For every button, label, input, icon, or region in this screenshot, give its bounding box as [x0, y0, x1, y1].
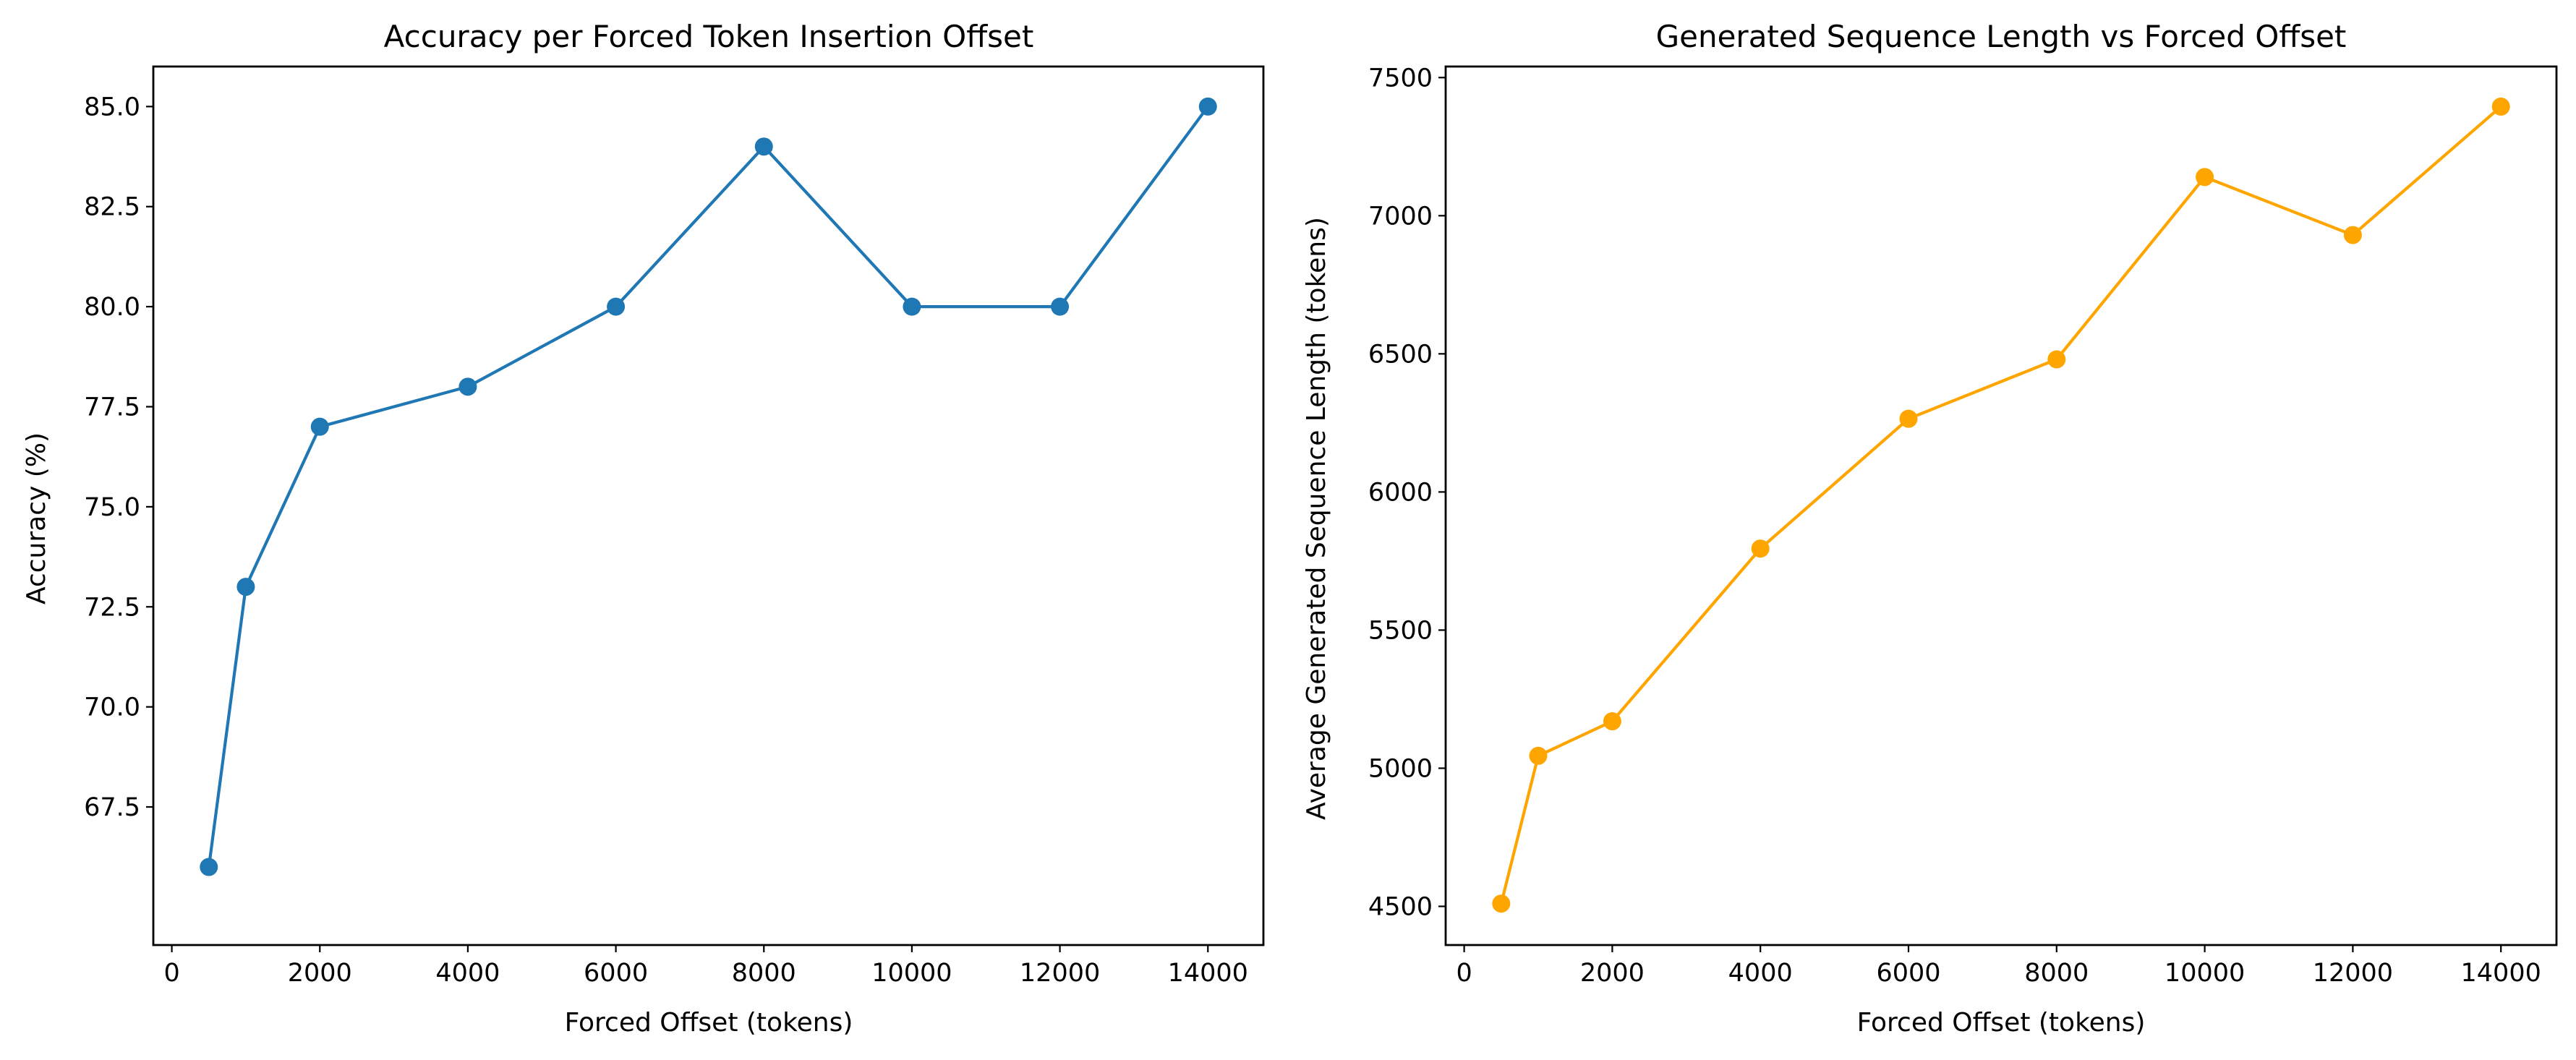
data-point: [2196, 168, 2214, 187]
y-tick-label: 85.0: [84, 93, 140, 121]
x-tick-label: 4000: [435, 959, 500, 988]
y-tick-label: 5500: [1368, 616, 1433, 645]
y-tick-label: 7500: [1368, 64, 1433, 93]
x-tick-label: 8000: [2024, 959, 2089, 988]
y-axis-label: Accuracy (%): [22, 432, 51, 604]
x-axis-label: Forced Offset (tokens): [1857, 1008, 2146, 1038]
x-tick-label: 14000: [2461, 959, 2541, 988]
data-point: [903, 297, 921, 316]
x-tick-label: 12000: [1020, 959, 1100, 988]
accuracy-chart: Accuracy per Forced Token Insertion Offs…: [22, 19, 1265, 1038]
x-tick-label: 4000: [1728, 959, 1793, 988]
data-point: [1603, 712, 1621, 731]
y-tick-label: 67.5: [84, 793, 140, 822]
plot-frame: [152, 65, 1265, 946]
data-point: [1529, 746, 1548, 765]
y-tick-label: 4500: [1368, 893, 1433, 922]
data-point: [1751, 539, 1770, 558]
series-line: [207, 106, 1209, 868]
data-point: [1198, 97, 1217, 116]
x-tick-label: 8000: [732, 959, 796, 988]
sequence-length-chart: Generated Sequence Length vs Forced Offs…: [1302, 19, 2558, 1038]
data-point: [459, 377, 477, 396]
data-point: [2047, 350, 2066, 369]
y-tick-label: 6000: [1368, 478, 1433, 507]
x-tick-label: 0: [163, 959, 179, 988]
y-tick-label: 6500: [1368, 340, 1433, 369]
x-tick-label: 10000: [2165, 959, 2245, 988]
x-tick-label: 6000: [584, 959, 648, 988]
x-tick-label: 6000: [1876, 959, 1940, 988]
data-point: [310, 417, 329, 436]
series-line: [1499, 105, 2502, 905]
y-axis-label: Average Generated Sequence Length (token…: [1302, 217, 1331, 820]
data-point: [2343, 226, 2362, 244]
x-tick-label: 0: [1456, 959, 1472, 988]
data-point: [1492, 894, 1511, 913]
y-tick-label: 75.0: [84, 493, 140, 522]
plot-frame: [1444, 65, 2558, 946]
y-tick-label: 80.0: [84, 293, 140, 322]
x-tick-label: 2000: [288, 959, 352, 988]
y-tick-label: 70.0: [84, 693, 140, 722]
x-tick-label: 12000: [2313, 959, 2393, 988]
data-point: [236, 578, 255, 597]
y-tick-label: 82.5: [84, 193, 140, 222]
data-point: [1899, 409, 1918, 428]
data-point: [200, 858, 218, 876]
data-point: [607, 297, 626, 316]
x-tick-label: 2000: [1580, 959, 1645, 988]
data-point: [754, 137, 773, 156]
x-axis-label: Forced Offset (tokens): [565, 1008, 853, 1038]
y-tick-label: 77.5: [84, 393, 140, 422]
y-tick-label: 72.5: [84, 593, 140, 622]
data-point: [2491, 97, 2510, 116]
x-tick-label: 14000: [1168, 959, 1248, 988]
x-tick-label: 10000: [871, 959, 952, 988]
y-tick-label: 5000: [1368, 754, 1433, 783]
data-point: [1051, 297, 1070, 316]
chart-title: Accuracy per Forced Token Insertion Offs…: [384, 19, 1034, 54]
y-tick-label: 7000: [1368, 202, 1433, 231]
chart-title: Generated Sequence Length vs Forced Offs…: [1656, 19, 2347, 54]
